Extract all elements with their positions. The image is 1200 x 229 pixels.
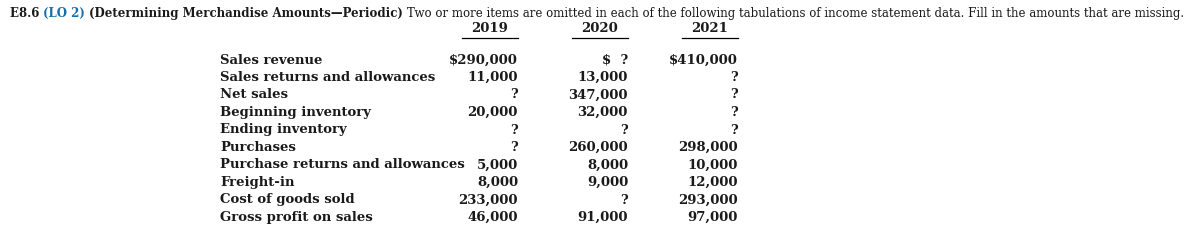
- Text: ?: ?: [510, 123, 518, 136]
- Text: 20,000: 20,000: [468, 106, 518, 119]
- Text: ?: ?: [620, 123, 628, 136]
- Text: Ending inventory: Ending inventory: [220, 123, 347, 136]
- Text: ?: ?: [731, 106, 738, 119]
- Text: $290,000: $290,000: [449, 54, 518, 66]
- Text: ?: ?: [510, 141, 518, 154]
- Text: Net sales: Net sales: [220, 88, 288, 101]
- Text: 91,000: 91,000: [577, 211, 628, 224]
- Text: 233,000: 233,000: [458, 194, 518, 207]
- Text: ?: ?: [731, 71, 738, 84]
- Text: Sales returns and allowances: Sales returns and allowances: [220, 71, 436, 84]
- Text: Purchases: Purchases: [220, 141, 296, 154]
- Text: 5,000: 5,000: [476, 158, 518, 172]
- Text: 13,000: 13,000: [577, 71, 628, 84]
- Text: 8,000: 8,000: [476, 176, 518, 189]
- Text: (LO 2): (LO 2): [43, 7, 89, 20]
- Text: 298,000: 298,000: [678, 141, 738, 154]
- Text: 8,000: 8,000: [587, 158, 628, 172]
- Text: ?: ?: [510, 88, 518, 101]
- Text: Purchase returns and allowances: Purchase returns and allowances: [220, 158, 464, 172]
- Text: $  ?: $ ?: [601, 54, 628, 66]
- Text: 2020: 2020: [582, 22, 618, 35]
- Text: 260,000: 260,000: [569, 141, 628, 154]
- Text: Freight-in: Freight-in: [220, 176, 294, 189]
- Text: Sales revenue: Sales revenue: [220, 54, 323, 66]
- Text: 9,000: 9,000: [587, 176, 628, 189]
- Text: 10,000: 10,000: [688, 158, 738, 172]
- Text: 2021: 2021: [691, 22, 728, 35]
- Text: Two or more items are omitted in each of the following tabulations of income sta: Two or more items are omitted in each of…: [407, 7, 1184, 20]
- Text: Beginning inventory: Beginning inventory: [220, 106, 371, 119]
- Text: Gross profit on sales: Gross profit on sales: [220, 211, 373, 224]
- Text: ?: ?: [731, 123, 738, 136]
- Text: Cost of goods sold: Cost of goods sold: [220, 194, 355, 207]
- Text: E8.6: E8.6: [10, 7, 43, 20]
- Text: 293,000: 293,000: [678, 194, 738, 207]
- Text: ?: ?: [620, 194, 628, 207]
- Text: 11,000: 11,000: [468, 71, 518, 84]
- Text: 32,000: 32,000: [577, 106, 628, 119]
- Text: $410,000: $410,000: [670, 54, 738, 66]
- Text: 12,000: 12,000: [688, 176, 738, 189]
- Text: 97,000: 97,000: [688, 211, 738, 224]
- Text: ?: ?: [731, 88, 738, 101]
- Text: (Determining Merchandise Amounts—Periodic): (Determining Merchandise Amounts—Periodi…: [89, 7, 407, 20]
- Text: 2019: 2019: [472, 22, 509, 35]
- Text: 347,000: 347,000: [569, 88, 628, 101]
- Text: 46,000: 46,000: [468, 211, 518, 224]
